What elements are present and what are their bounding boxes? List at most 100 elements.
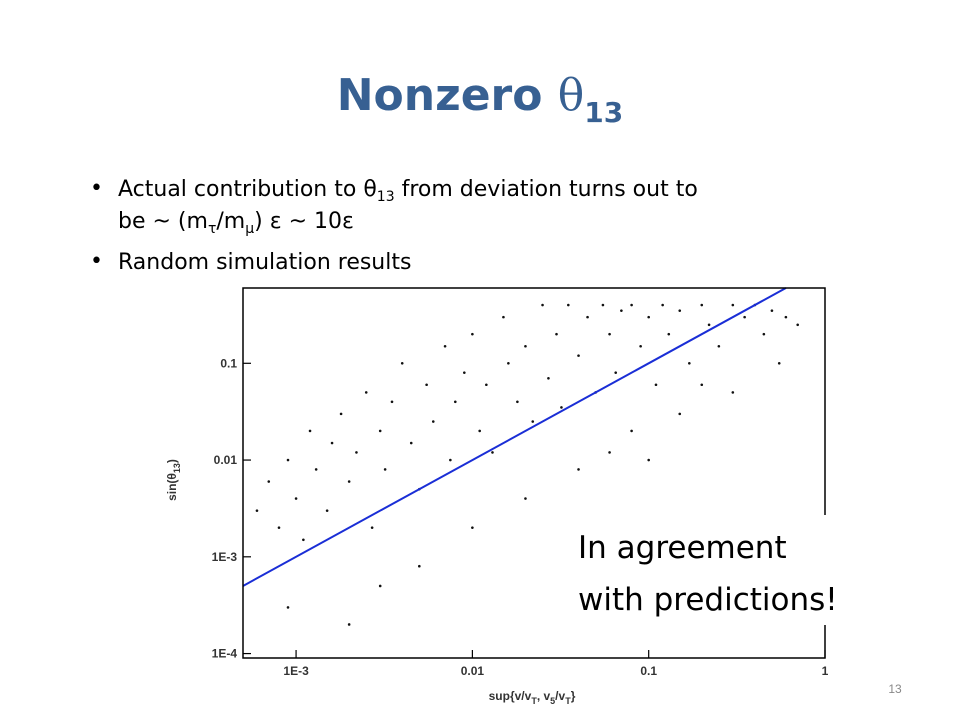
point <box>667 332 671 336</box>
bullet-dot: • <box>90 249 103 274</box>
point <box>267 480 271 483</box>
point <box>339 412 343 416</box>
point <box>608 451 611 454</box>
point <box>770 309 774 312</box>
point <box>678 412 682 416</box>
point <box>577 354 580 357</box>
title-symbol: θ <box>558 70 585 121</box>
point <box>302 538 305 542</box>
point <box>608 332 611 336</box>
point <box>620 309 623 312</box>
label-text: ) <box>165 459 179 463</box>
point <box>717 344 721 348</box>
page-number: 13 <box>888 682 902 696</box>
point <box>325 509 329 512</box>
point <box>314 468 318 471</box>
point <box>308 429 312 433</box>
point <box>425 383 428 387</box>
point <box>330 441 334 445</box>
point <box>586 315 589 319</box>
point <box>555 332 558 336</box>
bullet-text: Random simulation results <box>118 250 411 275</box>
y-tick-label: 1E-3 <box>212 550 238 564</box>
point <box>443 344 447 348</box>
point <box>485 383 488 387</box>
point <box>347 623 351 626</box>
point <box>390 400 394 404</box>
point <box>383 468 387 471</box>
fit-line <box>242 287 787 587</box>
point <box>678 309 682 312</box>
point <box>743 315 746 319</box>
point <box>502 315 505 319</box>
label-text: sup{v/v <box>489 689 532 703</box>
point <box>463 371 466 374</box>
point <box>531 420 535 423</box>
bullet: Actual contribution to θ13 from deviatio… <box>118 177 698 205</box>
point <box>286 458 290 462</box>
plot <box>242 287 799 626</box>
label-text: /v <box>555 689 565 703</box>
label-subscript: T <box>565 696 571 706</box>
point <box>647 458 650 462</box>
bullet-text: Actual contribution to <box>118 177 363 202</box>
label-text: sin(θ <box>165 473 179 501</box>
point <box>547 376 550 380</box>
x-tick-label: 0.01 <box>461 664 485 678</box>
point <box>409 441 413 445</box>
point <box>601 303 605 307</box>
point <box>630 429 633 433</box>
point <box>731 391 735 394</box>
plot-frame <box>242 287 826 659</box>
bullet-subscript: 13 <box>377 189 395 205</box>
point <box>471 332 474 336</box>
point <box>516 400 519 404</box>
point <box>378 429 382 433</box>
bullet-text: /m <box>216 209 245 234</box>
x-tick-label: 1 <box>822 664 829 678</box>
y-axis-label: sin(θ13) <box>165 459 182 501</box>
label-subscript: 13 <box>172 463 182 473</box>
bullet-subscript: τ <box>208 221 216 237</box>
point <box>541 303 544 307</box>
label-text: , v <box>537 689 551 703</box>
point <box>700 303 704 307</box>
point <box>661 303 664 307</box>
point <box>453 400 457 404</box>
point <box>524 344 527 348</box>
point <box>277 526 281 529</box>
point <box>507 361 510 365</box>
point <box>614 371 618 374</box>
point <box>639 344 642 348</box>
point <box>654 383 658 387</box>
y-tick-label: 1E-4 <box>212 647 238 661</box>
point <box>364 391 368 394</box>
bullet-text: ) ε ~ 10ε <box>254 209 354 234</box>
point <box>418 564 421 568</box>
x-tick-label: 1E-3 <box>283 664 309 678</box>
bullet-subscript: μ <box>245 221 254 237</box>
label-subscript: T <box>531 696 537 706</box>
point <box>378 584 382 588</box>
slide-title: Nonzero θ13 <box>337 70 624 129</box>
point <box>796 323 799 327</box>
bullet-line: be ~ (mτ/mμ) ε ~ 10ε <box>118 209 354 237</box>
bullet: Random simulation results <box>118 250 411 275</box>
point <box>731 303 735 307</box>
bullet-text: be ~ (m <box>118 209 208 234</box>
point <box>431 420 435 423</box>
point <box>647 315 650 319</box>
annotation: with predictions! <box>578 582 838 618</box>
annotation-box <box>560 515 890 625</box>
annotation: In agreement <box>578 530 787 566</box>
x-axis-label: sup{v/vT, v5/vT} <box>489 689 576 706</box>
point <box>478 429 481 433</box>
y-tick-label: 0.1 <box>220 356 237 370</box>
point <box>370 526 374 529</box>
point <box>294 497 298 500</box>
title-text: Nonzero <box>337 70 558 121</box>
point <box>524 497 527 500</box>
point <box>449 458 452 462</box>
title-subscript: 13 <box>584 96 623 129</box>
